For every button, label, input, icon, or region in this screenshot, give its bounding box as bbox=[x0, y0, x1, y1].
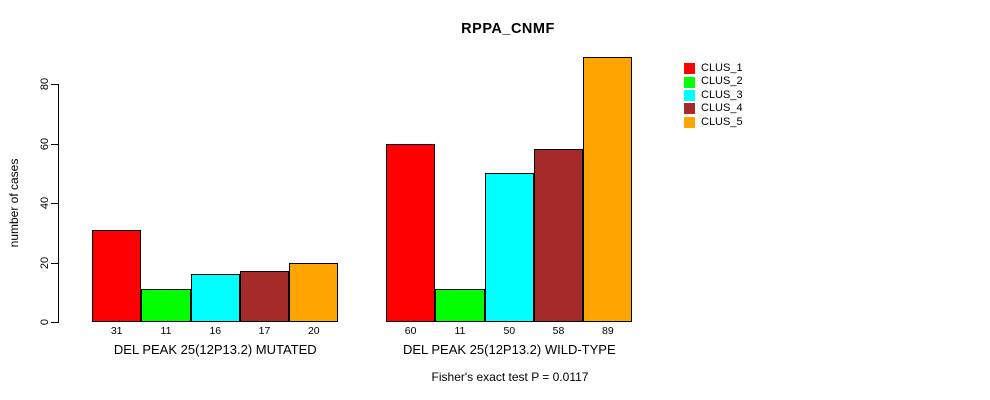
bar-clus_1-group1 bbox=[92, 229, 142, 322]
legend-swatch-icon bbox=[684, 116, 695, 128]
bar-value-label: 20 bbox=[307, 325, 320, 337]
legend-swatch-icon bbox=[684, 63, 695, 75]
legend-item-clus_5: CLUS_5 bbox=[684, 116, 743, 129]
bar-clus_2-group2 bbox=[435, 289, 485, 322]
fisher-test-annotation: Fisher's exact test P = 0.0117 bbox=[431, 370, 589, 384]
legend-item-clus_4: CLUS_4 bbox=[684, 102, 743, 115]
legend-item-clus_2: CLUS_2 bbox=[684, 75, 743, 88]
y-axis-label: number of cases bbox=[7, 158, 21, 248]
y-axis-tick bbox=[51, 262, 58, 264]
bar-clus_5-group1 bbox=[289, 262, 339, 322]
y-axis-tick bbox=[51, 322, 58, 323]
bar-clus_5-group2 bbox=[583, 57, 633, 322]
bar-value-label: 58 bbox=[552, 325, 565, 337]
bar-clus_3-group2 bbox=[484, 173, 534, 323]
legend-item-clus_1: CLUS_1 bbox=[684, 62, 743, 75]
legend-label: CLUS_4 bbox=[701, 102, 743, 115]
bar-clus_3-group1 bbox=[190, 274, 240, 322]
y-axis-tick bbox=[51, 84, 58, 85]
legend-swatch-icon bbox=[684, 89, 695, 101]
bar-value-label: 31 bbox=[110, 325, 123, 337]
y-axis-line bbox=[58, 84, 59, 323]
bar-value-label: 16 bbox=[209, 325, 222, 337]
y-axis-tick-label: 60 bbox=[39, 137, 51, 150]
x-group-label: DEL PEAK 25(12P13.2) MUTATED bbox=[113, 342, 317, 357]
bar-clus_2-group1 bbox=[141, 289, 191, 322]
legend: CLUS_1 CLUS_2 CLUS_3 CLUS_4 CLUS_5 bbox=[684, 62, 743, 129]
y-axis-tick bbox=[51, 203, 58, 204]
legend-label: CLUS_3 bbox=[701, 88, 743, 101]
chart-title: RPPA_CNMF bbox=[461, 21, 555, 37]
y-axis-tick-label: 80 bbox=[39, 77, 51, 91]
y-axis-tick-label: 40 bbox=[39, 196, 51, 210]
bar-clus_1-group2 bbox=[386, 143, 436, 322]
legend-label: CLUS_5 bbox=[701, 115, 743, 128]
bar-clus_4-group1 bbox=[239, 271, 290, 322]
bar-value-label: 17 bbox=[258, 325, 271, 337]
bar-value-label: 60 bbox=[404, 325, 417, 337]
legend-label: CLUS_2 bbox=[701, 75, 743, 88]
bar-value-label: 11 bbox=[160, 325, 172, 337]
y-axis-tick bbox=[51, 143, 58, 145]
legend-item-clus_3: CLUS_3 bbox=[684, 89, 743, 102]
legend-label: CLUS_1 bbox=[701, 62, 743, 74]
x-group-label: DEL PEAK 25(12P13.2) WILD-TYPE bbox=[402, 342, 616, 357]
bar-value-label: 89 bbox=[602, 325, 614, 337]
y-axis-tick-label: 0 bbox=[39, 318, 51, 326]
legend-swatch-icon bbox=[684, 103, 695, 115]
legend-swatch-icon bbox=[684, 76, 695, 88]
bar-value-label: 50 bbox=[503, 325, 516, 337]
bar-clus_4-group2 bbox=[533, 149, 584, 322]
y-axis-tick-label: 20 bbox=[39, 256, 51, 269]
bar-value-label: 11 bbox=[454, 325, 466, 337]
